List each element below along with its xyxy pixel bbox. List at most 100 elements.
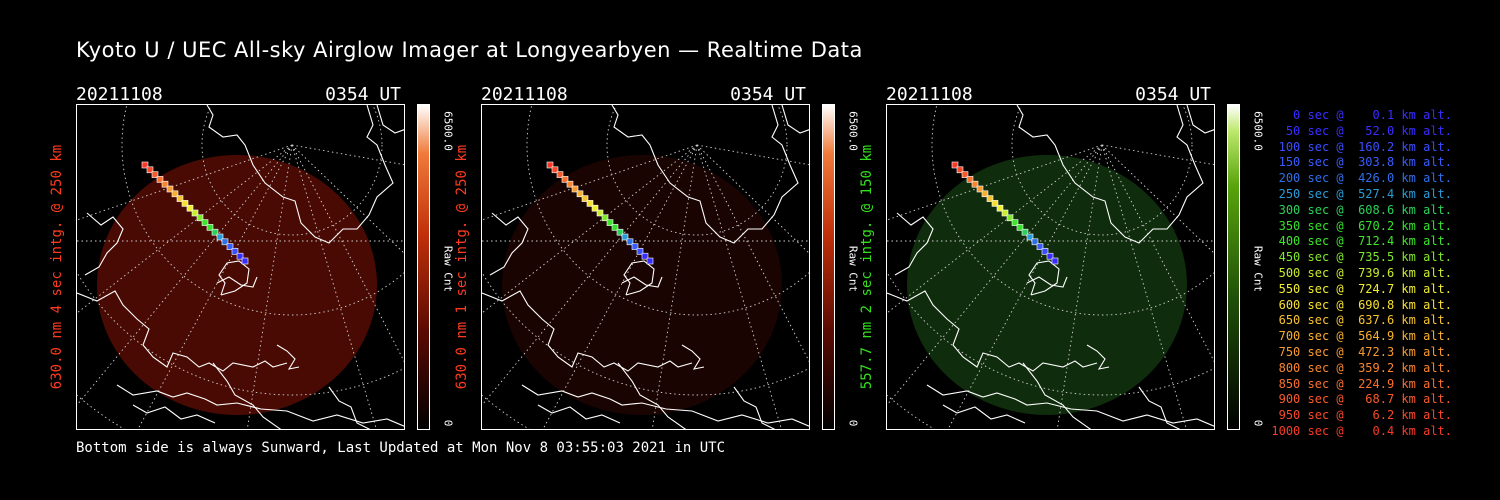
trajectory-point — [581, 195, 589, 202]
trajectory-point — [561, 176, 569, 183]
trajectory-point — [156, 176, 164, 183]
trajectory-point — [171, 190, 179, 198]
trajectory-point — [1026, 233, 1034, 241]
trajectory-point — [1016, 224, 1024, 231]
trajectory-point — [621, 233, 629, 241]
trajectory-point — [236, 252, 244, 260]
trajectory-legend: 0 sec @ 0.1 km alt. 50 sec @ 52.0 km alt… — [1262, 108, 1452, 440]
panel-date: 20211108 — [481, 84, 568, 105]
trajectory-point — [956, 166, 964, 174]
footer-status: Bottom side is always Sunward, Last Upda… — [76, 440, 726, 456]
trajectory-point — [646, 257, 654, 265]
legend-row: 700 sec @ 564.9 km alt. — [1271, 329, 1452, 344]
trajectory-point — [991, 200, 999, 207]
trajectory-point — [196, 214, 204, 222]
sky-disk — [907, 155, 1187, 415]
coastline — [681, 344, 705, 370]
legend-row: 0 sec @ 0.1 km alt. — [1271, 108, 1452, 122]
panel-time: 0354 UT — [1135, 84, 1211, 105]
coastline — [621, 276, 663, 288]
colorbar — [822, 104, 835, 430]
trajectory-point — [606, 219, 614, 226]
trajectory-point — [186, 204, 194, 212]
trajectory-point — [1051, 257, 1059, 265]
panel-date: 20211108 — [886, 84, 973, 105]
colorbar — [1227, 104, 1240, 430]
sky-disk — [502, 155, 782, 415]
trajectory-point — [631, 243, 639, 250]
coastline — [733, 386, 776, 429]
wavelength-label: 630.0 nm 1 sec intg. @ 250 km — [451, 104, 473, 430]
trajectory-point — [161, 180, 169, 188]
coastline — [521, 384, 809, 427]
legend-row: 200 sec @ 426.0 km alt. — [1271, 171, 1452, 186]
trajectory-point — [636, 248, 644, 255]
page-title: Kyoto U / UEC All-sky Airglow Imager at … — [76, 38, 863, 62]
trajectory-point — [611, 224, 619, 231]
wavelength-label: 557.7 nm 2 sec intg. @ 150 km — [856, 104, 878, 430]
trajectory-point — [626, 238, 634, 246]
coastline — [116, 384, 404, 427]
trajectory-point — [146, 166, 154, 174]
trajectory-point — [241, 257, 249, 265]
trajectory-point — [576, 190, 584, 198]
legend-row: 400 sec @ 712.4 km alt. — [1271, 234, 1452, 249]
airglow-panel-3: 20211108 0354 UT 557.7 nm 2 sec intg. @ 15… — [859, 84, 1286, 430]
wavelength-label: 630.0 nm 4 sec intg. @ 250 km — [46, 104, 68, 430]
trajectory-point — [641, 252, 649, 260]
trajectory-point — [986, 195, 994, 202]
trajectory-point — [191, 209, 199, 217]
trajectory-point — [551, 166, 559, 174]
wavelength-label-text: 557.7 nm 2 sec intg. @ 150 km — [859, 144, 875, 390]
coastline — [132, 404, 216, 424]
trajectory-point — [1021, 228, 1029, 236]
trajectory-point — [206, 224, 214, 231]
trajectory-point — [1031, 238, 1039, 246]
airglow-panel-2: 20211108 0354 UT 630.0 nm 1 sec intg. @ 25… — [454, 84, 881, 430]
trajectory-point — [151, 171, 159, 178]
trajectory-point — [1041, 248, 1049, 255]
trajectory-point — [1001, 209, 1009, 217]
coastline — [276, 344, 300, 370]
trajectory-point — [231, 248, 239, 255]
trajectory-point — [546, 161, 554, 169]
panel-time: 0354 UT — [325, 84, 401, 105]
legend-row: 450 sec @ 735.5 km alt. — [1271, 250, 1452, 265]
coastline — [216, 276, 258, 288]
trajectory-point — [951, 161, 959, 169]
airglow-panel-1: 20211108 0354 UT 630.0 nm 4 sec intg. @ 25… — [49, 84, 476, 430]
trajectory-point — [591, 204, 599, 212]
coastline — [537, 404, 621, 424]
trajectory-point — [226, 243, 234, 250]
coastline — [617, 362, 687, 429]
coastline — [781, 105, 809, 134]
all-sky-image — [481, 104, 810, 430]
coastline — [84, 212, 124, 276]
legend-row: 250 sec @ 527.4 km alt. — [1271, 186, 1452, 201]
trajectory-point — [601, 214, 609, 222]
sky-disk — [97, 155, 377, 415]
coastline — [376, 105, 404, 134]
legend-row: 300 sec @ 608.6 km alt. — [1271, 202, 1452, 217]
coastline — [942, 404, 1026, 424]
trajectory-point — [981, 190, 989, 198]
coastline — [926, 384, 1214, 427]
panel-date: 20211108 — [76, 84, 163, 105]
legend-row: 500 sec @ 739.6 km alt. — [1271, 265, 1452, 280]
coastline — [489, 212, 529, 276]
coastline — [482, 290, 693, 372]
trajectory-point — [966, 176, 974, 183]
coastline — [212, 362, 282, 429]
trajectory-point — [211, 228, 219, 236]
legend-row: 650 sec @ 637.6 km alt. — [1271, 313, 1452, 328]
trajectory-point — [1011, 219, 1019, 226]
coastline — [77, 290, 288, 372]
trajectory-point — [141, 161, 149, 169]
trajectory-point — [961, 171, 969, 178]
trajectory-point — [1006, 214, 1014, 222]
coastline — [894, 212, 934, 276]
legend-row: 800 sec @ 359.2 km alt. — [1271, 360, 1452, 375]
trajectory-point — [596, 209, 604, 217]
trajectory-point — [996, 204, 1004, 212]
trajectory-point — [556, 171, 564, 178]
